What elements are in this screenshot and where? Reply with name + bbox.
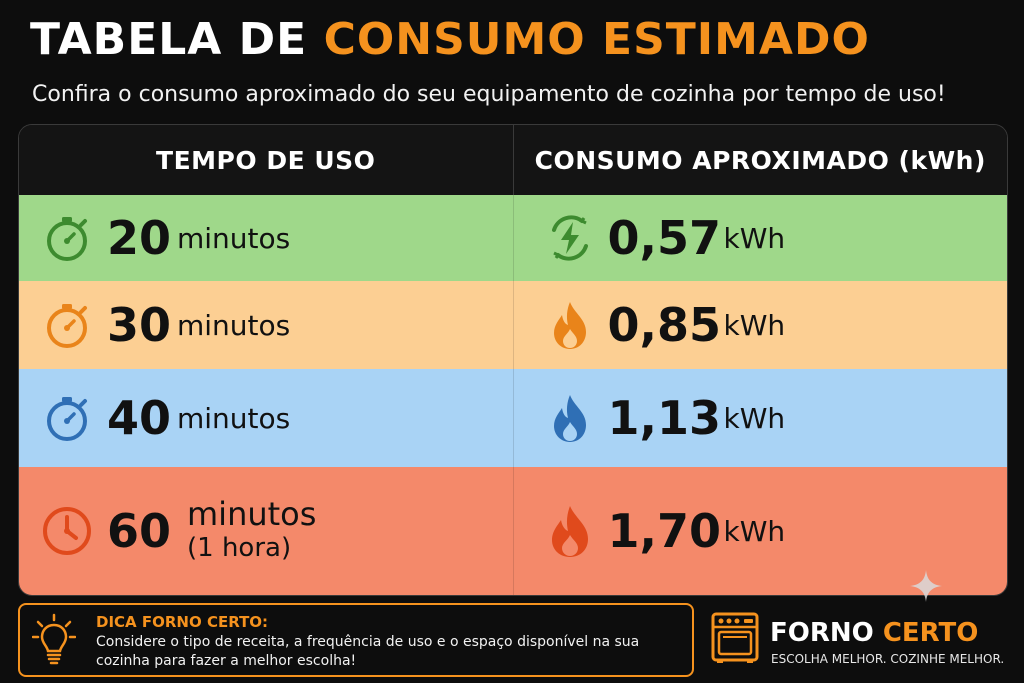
flame-icon <box>551 506 588 557</box>
time-value: 40 <box>107 391 172 445</box>
tip-text: Considere o tipo de receita, a frequênci… <box>96 634 640 669</box>
table-header: TEMPO DE USO CONSUMO APROXIMADO (kWh) <box>19 125 1007 195</box>
time-cell: 20 minutos <box>19 195 513 281</box>
stopwatch-icon <box>47 217 87 261</box>
kwh-unit: kWh <box>723 221 786 255</box>
stopwatch-icon <box>47 397 87 441</box>
time-unit: minutos <box>177 308 291 342</box>
time-value: 20 <box>107 211 172 265</box>
time-unit-note: (1 hora) <box>187 533 292 563</box>
title-white-part: TABELA DE <box>30 14 308 65</box>
lightning-icon <box>551 215 588 261</box>
sparkle-icon <box>910 570 942 602</box>
page-subtitle: Confira o consumo aproximado do seu equi… <box>32 82 946 107</box>
table-row: 60 minutos (1 hora) 1,70 kWh <box>19 467 1007 595</box>
time-unit: minutos <box>177 401 291 435</box>
flame-icon <box>553 395 586 442</box>
table-row: 20 minutos 0,57 kWh <box>19 195 1007 281</box>
brand-name: FORNO CERTO <box>770 618 978 648</box>
brand-slogan: ESCOLHA MELHOR. COZINHE MELHOR. <box>771 652 1005 666</box>
kwh-value: 1,70 <box>607 504 722 558</box>
time-unit: minutos <box>187 495 317 533</box>
clock-icon <box>43 507 91 555</box>
consumption-cell: 0,85 kWh <box>512 281 1008 369</box>
table-row: 30 minutos 0,85 kWh <box>19 281 1007 369</box>
stopwatch-icon <box>47 304 87 348</box>
oven-icon <box>711 612 759 663</box>
time-unit-group: minutos (1 hora) <box>187 497 316 565</box>
table-row: 40 minutos 1,13 kWh <box>19 369 1007 467</box>
kwh-value: 0,57 <box>607 211 722 265</box>
kwh-unit: kWh <box>723 514 786 548</box>
consumption-table: TEMPO DE USO CONSUMO APROXIMADO (kWh) 20… <box>18 124 1008 596</box>
kwh-unit: kWh <box>723 401 786 435</box>
time-cell: 60 minutos (1 hora) <box>19 467 513 595</box>
tip-heading: DICA FORNO CERTO: <box>96 613 269 631</box>
consumption-cell: 1,70 kWh <box>512 467 1008 595</box>
brand-name-orange: CERTO <box>882 618 979 648</box>
kwh-unit: kWh <box>723 308 786 342</box>
title-orange-part: CONSUMO ESTIMADO <box>323 14 870 65</box>
kwh-value: 0,85 <box>607 298 722 352</box>
lightbulb-icon <box>32 613 76 665</box>
time-value: 60 <box>107 504 172 558</box>
page-title: TABELA DE CONSUMO ESTIMADO <box>30 14 870 65</box>
time-cell: 30 minutos <box>19 281 513 369</box>
header-consumption: CONSUMO APROXIMADO (kWh) <box>512 125 1008 195</box>
consumption-cell: 1,13 kWh <box>512 369 1008 467</box>
time-unit: minutos <box>177 221 291 255</box>
time-value: 30 <box>107 298 172 352</box>
flame-icon <box>553 302 586 349</box>
kwh-value: 1,13 <box>607 391 722 445</box>
header-time: TEMPO DE USO <box>156 145 376 175</box>
brand-name-white: FORNO <box>770 618 874 648</box>
consumption-cell: 0,57 kWh <box>512 195 1008 281</box>
tip-box: DICA FORNO CERTO: Considere o tipo de re… <box>18 603 694 677</box>
time-cell: 40 minutos <box>19 369 513 467</box>
